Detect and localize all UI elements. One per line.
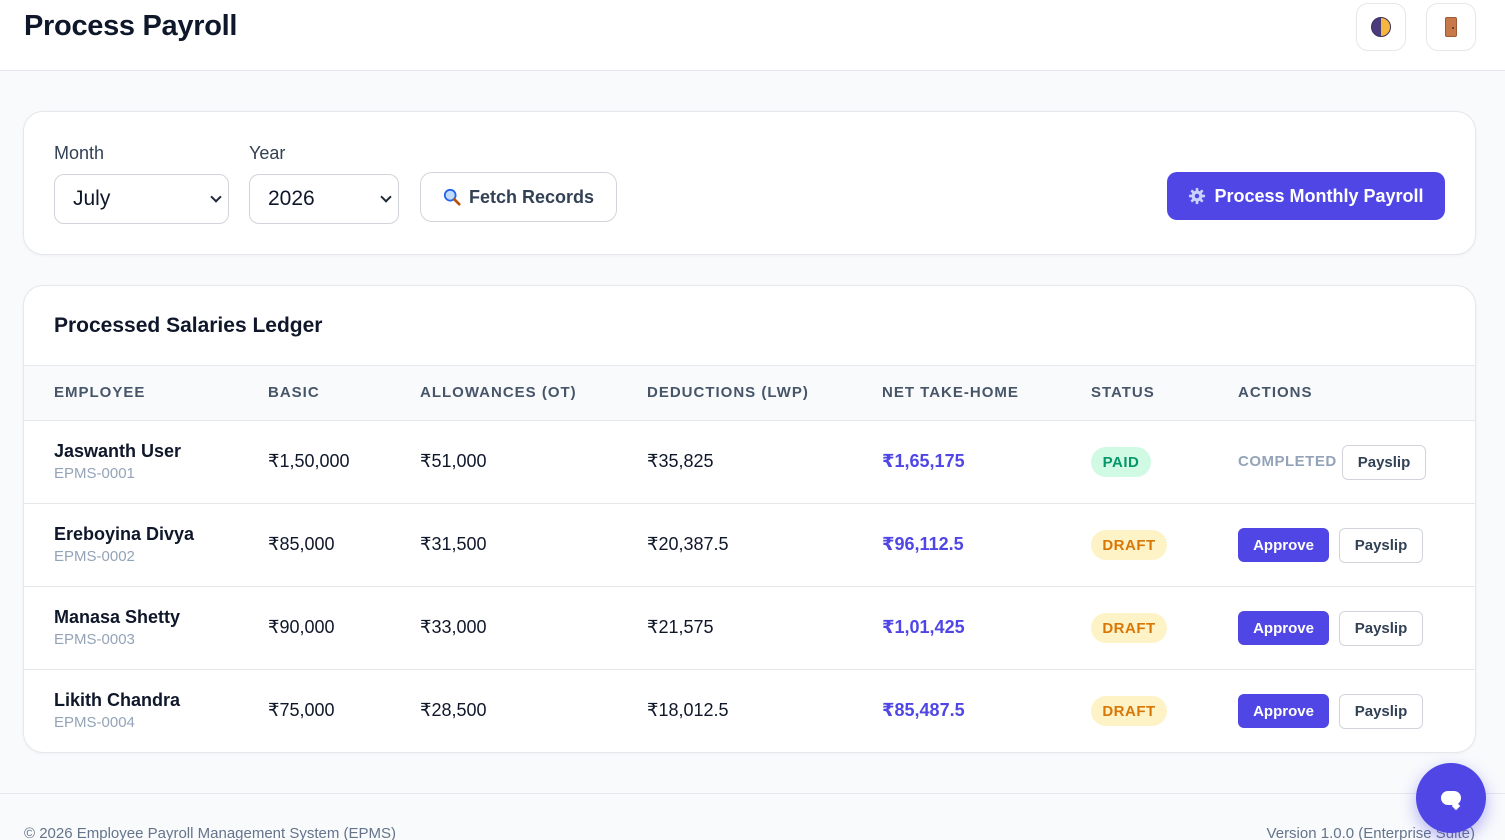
column-header-actions: Actions: [1238, 384, 1313, 401]
column-header-basic: Basic: [268, 384, 320, 401]
status-badge: DRAFT: [1091, 613, 1167, 643]
net-take-home-cell: ₹1,01,425: [882, 617, 965, 637]
net-take-home-cell: ₹96,112.5: [882, 534, 964, 554]
column-header-allowances: Allowances (OT): [420, 384, 577, 401]
year-label: Year: [249, 143, 286, 163]
table-header: Employee Basic Allowances (OT) Deduction…: [24, 365, 1475, 421]
payslip-button[interactable]: Payslip: [1339, 528, 1423, 563]
month-value: July: [73, 187, 111, 210]
completed-label: COMPLETED: [1238, 453, 1337, 470]
footer-version: Version 1.0.0 (Enterprise Suite): [1266, 825, 1475, 840]
payslip-button[interactable]: Payslip: [1342, 445, 1426, 480]
logout-button[interactable]: [1426, 3, 1476, 51]
process-monthly-payroll-button[interactable]: Process Monthly Payroll: [1167, 172, 1445, 220]
employee-name: Ereboyina Divya: [54, 524, 195, 544]
deductions-cell: ₹21,575: [647, 617, 714, 637]
top-bar: Process Payroll: [0, 0, 1505, 71]
employee-name: Manasa Shetty: [54, 607, 181, 627]
basic-cell: ₹85,000: [268, 534, 335, 554]
fetch-records-button[interactable]: Fetch Records: [420, 172, 617, 222]
status-badge: DRAFT: [1091, 696, 1167, 726]
deductions-cell: ₹18,012.5: [647, 700, 729, 720]
employee-id: EPMS-0002: [54, 548, 135, 565]
table-row: Jaswanth User EPMS-0001 ₹1,50,000 ₹51,00…: [24, 421, 1475, 504]
status-badge: PAID: [1091, 447, 1151, 477]
allowances-cell: ₹33,000: [420, 617, 487, 637]
employee-id: EPMS-0004: [54, 714, 135, 731]
column-header-employee: Employee: [54, 384, 146, 401]
table-row: Likith Chandra EPMS-0004 ₹75,000 ₹28,500…: [24, 670, 1475, 752]
process-monthly-payroll-label: Process Monthly Payroll: [1214, 185, 1424, 206]
payslip-button[interactable]: Payslip: [1339, 694, 1423, 729]
payslip-button[interactable]: Payslip: [1339, 611, 1423, 646]
net-take-home-cell: ₹1,65,175: [882, 451, 965, 471]
theme-icon: [1371, 17, 1391, 37]
door-icon: [1445, 17, 1457, 37]
table-row: Manasa Shetty EPMS-0003 ₹90,000 ₹33,000 …: [24, 587, 1475, 670]
column-header-net: Net Take-Home: [882, 384, 1019, 401]
net-take-home-cell: ₹85,487.5: [882, 700, 965, 720]
year-select[interactable]: 2026: [249, 174, 399, 224]
ledger-title: Processed Salaries Ledger: [54, 314, 323, 337]
footer: © 2026 Employee Payroll Management Syste…: [0, 793, 1505, 840]
chat-button[interactable]: [1416, 763, 1486, 833]
approve-button[interactable]: Approve: [1238, 611, 1329, 645]
employee-id: EPMS-0003: [54, 631, 135, 648]
chat-bubble-icon: [1441, 791, 1461, 805]
column-header-status: Status: [1091, 384, 1155, 401]
year-value: 2026: [268, 187, 315, 210]
employee-name: Jaswanth User: [54, 441, 182, 461]
gear-icon: [1189, 187, 1206, 205]
month-select[interactable]: July: [54, 174, 229, 224]
employee-name: Likith Chandra: [54, 690, 181, 710]
approve-button[interactable]: Approve: [1238, 694, 1329, 728]
basic-cell: ₹75,000: [268, 700, 335, 720]
column-header-deductions: Deductions (LWP): [647, 384, 809, 401]
theme-toggle-button[interactable]: [1356, 3, 1406, 51]
allowances-cell: ₹51,000: [420, 451, 487, 471]
chevron-down-icon: [380, 191, 392, 203]
fetch-records-label: Fetch Records: [468, 186, 595, 207]
filter-card: Month July Year 2026 Fetch Records: [23, 111, 1476, 255]
page-title: Process Payroll: [24, 10, 238, 42]
magnifier-icon: [443, 188, 461, 206]
ledger-card: Processed Salaries Ledger Employee Basic…: [23, 285, 1476, 753]
allowances-cell: ₹31,500: [420, 534, 487, 554]
deductions-cell: ₹35,825: [647, 451, 714, 471]
approve-button[interactable]: Approve: [1238, 528, 1329, 562]
chevron-down-icon: [210, 191, 222, 203]
status-badge: DRAFT: [1091, 530, 1167, 560]
deductions-cell: ₹20,387.5: [647, 534, 729, 554]
footer-copyright: © 2026 Employee Payroll Management Syste…: [24, 825, 397, 840]
month-label: Month: [54, 143, 105, 163]
employee-id: EPMS-0001: [54, 465, 135, 482]
basic-cell: ₹1,50,000: [268, 451, 350, 471]
basic-cell: ₹90,000: [268, 617, 335, 637]
table-row: Ereboyina Divya EPMS-0002 ₹85,000 ₹31,50…: [24, 504, 1475, 587]
allowances-cell: ₹28,500: [420, 700, 487, 720]
